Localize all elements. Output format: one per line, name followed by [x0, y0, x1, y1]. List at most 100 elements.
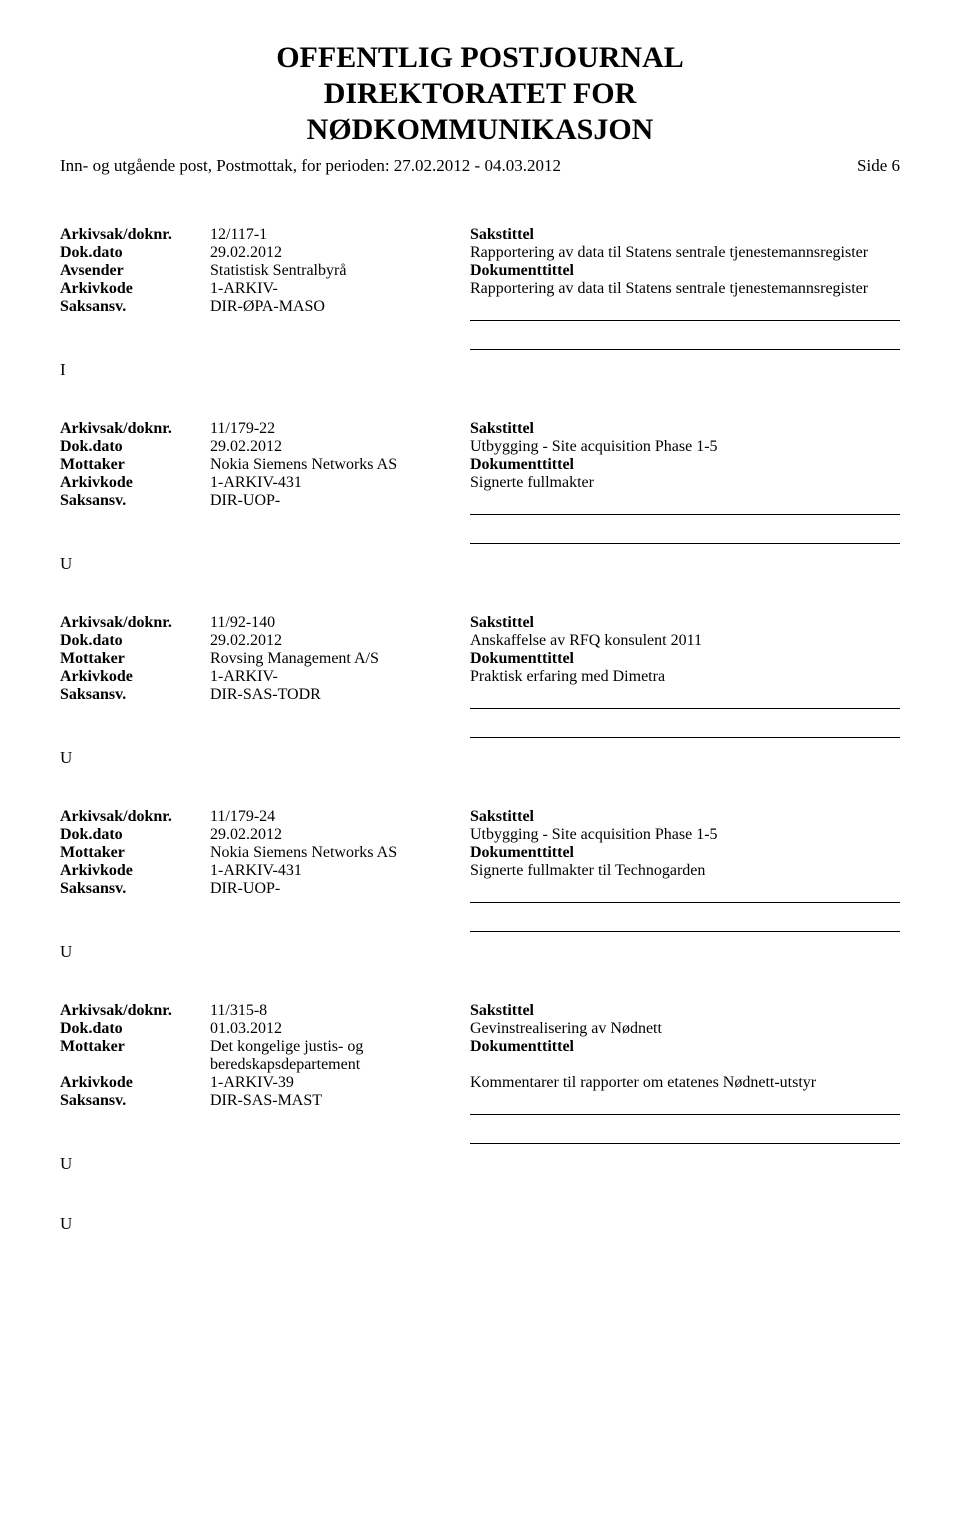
label-arkivsak: Arkivsak/doknr. [60, 226, 210, 244]
label-arkivkode: Arkivkode [60, 474, 210, 492]
value-arkivsak: 11/179-22 [210, 420, 470, 438]
row-dokdato: Dok.dato 29.02.2012 Rapportering av data… [60, 244, 900, 262]
value-arkivkode: 1-ARKIV- [210, 668, 470, 686]
row-arkivkode: Arkivkode 1-ARKIV- Rapportering av data … [60, 280, 900, 298]
value-party: Nokia Siemens Networks AS [210, 456, 470, 474]
label-arkivsak: Arkivsak/doknr. [60, 808, 210, 826]
value-arkivsak: 11/179-24 [210, 808, 470, 826]
label-dokdato: Dok.dato [60, 632, 210, 650]
entry-type-marker: U [60, 942, 900, 962]
label-dokumenttittel: Dokumenttittel [470, 456, 900, 474]
journal-entry: Arkivsak/doknr. 11/92-140 Sakstittel Dok… [60, 614, 900, 768]
row-party: Avsender Statistisk Sentralbyrå Dokument… [60, 262, 900, 280]
label-arkivkode: Arkivkode [60, 862, 210, 880]
page-header: OFFENTLIG POSTJOURNAL DIREKTORATET FOR N… [60, 40, 900, 148]
value-arkivkode: 1-ARKIV- [210, 280, 470, 298]
value-dokdato: 29.02.2012 [210, 244, 470, 262]
subheader: Inn- og utgående post, Postmottak, for p… [60, 156, 900, 176]
journal-entry: Arkivsak/doknr. 11/179-22 Sakstittel Dok… [60, 420, 900, 574]
value-sakstittel: Anskaffelse av RFQ konsulent 2011 [470, 632, 900, 650]
title-line1: OFFENTLIG POSTJOURNAL [276, 41, 684, 74]
divider [470, 349, 900, 350]
row-arkivsak: Arkivsak/doknr. 11/92-140 Sakstittel [60, 614, 900, 632]
label-dokdato: Dok.dato [60, 1020, 210, 1038]
label-sakstittel: Sakstittel [470, 1002, 900, 1020]
value-dokumenttittel: Signerte fullmakter til Technogarden [470, 862, 900, 880]
row-party: Mottaker Det kongelige justis- og bereds… [60, 1038, 900, 1074]
row-dokdato: Dok.dato 29.02.2012 Utbygging - Site acq… [60, 438, 900, 456]
label-saksansv: Saksansv. [60, 1092, 210, 1110]
journal-entry: Arkivsak/doknr. 12/117-1 Sakstittel Dok.… [60, 226, 900, 380]
label-dokdato: Dok.dato [60, 244, 210, 262]
label-dokumenttittel: Dokumenttittel [470, 1038, 900, 1056]
divider [470, 708, 900, 709]
label-dokdato: Dok.dato [60, 438, 210, 456]
title-line3: NØDKOMMUNIKASJON [307, 113, 654, 146]
label-party: Avsender [60, 262, 210, 280]
value-party: Det kongelige justis- og beredskapsdepar… [210, 1038, 470, 1074]
label-saksansv: Saksansv. [60, 298, 210, 316]
value-sakstittel: Utbygging - Site acquisition Phase 1-5 [470, 826, 900, 844]
divider [470, 902, 900, 903]
label-saksansv: Saksansv. [60, 880, 210, 898]
value-dokumenttittel: Rapportering av data til Statens sentral… [470, 280, 900, 298]
row-party: Mottaker Nokia Siemens Networks AS Dokum… [60, 456, 900, 474]
label-arkivkode: Arkivkode [60, 280, 210, 298]
divider [470, 737, 900, 738]
divider [470, 320, 900, 321]
entry-type-marker: U [60, 554, 900, 574]
label-dokumenttittel: Dokumenttittel [470, 844, 900, 862]
value-saksansv: DIR-UOP- [210, 492, 470, 510]
page-number: Side 6 [857, 156, 900, 176]
row-saksansv: Saksansv. DIR-UOP- [60, 880, 900, 898]
label-party: Mottaker [60, 844, 210, 862]
value-arkivsak: 12/117-1 [210, 226, 470, 244]
divider [470, 1143, 900, 1144]
entries-container: Arkivsak/doknr. 12/117-1 Sakstittel Dok.… [60, 226, 900, 1234]
trailing-type-marker: U [60, 1214, 900, 1234]
label-saksansv: Saksansv. [60, 686, 210, 704]
divider [470, 1114, 900, 1115]
value-sakstittel: Utbygging - Site acquisition Phase 1-5 [470, 438, 900, 456]
row-dokdato: Dok.dato 01.03.2012 Gevinstrealisering a… [60, 1020, 900, 1038]
row-arkivsak: Arkivsak/doknr. 12/117-1 Sakstittel [60, 226, 900, 244]
row-arkivkode: Arkivkode 1-ARKIV-431 Signerte fullmakte… [60, 862, 900, 880]
row-saksansv: Saksansv. DIR-UOP- [60, 492, 900, 510]
label-party: Mottaker [60, 456, 210, 474]
divider [470, 514, 900, 515]
value-dokumenttittel: Kommentarer til rapporter om etatenes Nø… [470, 1074, 900, 1092]
value-sakstittel: Rapportering av data til Statens sentral… [470, 244, 900, 262]
label-arkivsak: Arkivsak/doknr. [60, 1002, 210, 1020]
row-party: Mottaker Rovsing Management A/S Dokument… [60, 650, 900, 668]
label-sakstittel: Sakstittel [470, 808, 900, 826]
journal-entry: Arkivsak/doknr. 11/179-24 Sakstittel Dok… [60, 808, 900, 962]
value-arkivsak: 11/92-140 [210, 614, 470, 632]
value-dokumenttittel: Signerte fullmakter [470, 474, 900, 492]
row-arkivkode: Arkivkode 1-ARKIV-39 Kommentarer til rap… [60, 1074, 900, 1092]
value-saksansv: DIR-SAS-MAST [210, 1092, 470, 1110]
row-arkivkode: Arkivkode 1-ARKIV-431 Signerte fullmakte… [60, 474, 900, 492]
label-party: Mottaker [60, 650, 210, 668]
row-dokdato: Dok.dato 29.02.2012 Utbygging - Site acq… [60, 826, 900, 844]
entry-type-marker: U [60, 748, 900, 768]
label-arkivkode: Arkivkode [60, 668, 210, 686]
label-sakstittel: Sakstittel [470, 614, 900, 632]
divider [470, 543, 900, 544]
row-saksansv: Saksansv. DIR-SAS-TODR [60, 686, 900, 704]
value-arkivsak: 11/315-8 [210, 1002, 470, 1020]
journal-entry: Arkivsak/doknr. 11/315-8 Sakstittel Dok.… [60, 1002, 900, 1174]
label-dokumenttittel: Dokumenttittel [470, 262, 900, 280]
value-party: Rovsing Management A/S [210, 650, 470, 668]
label-sakstittel: Sakstittel [470, 226, 900, 244]
title-line2: DIREKTORATET FOR [324, 77, 637, 110]
value-dokdato: 29.02.2012 [210, 632, 470, 650]
value-sakstittel: Gevinstrealisering av Nødnett [470, 1020, 900, 1038]
value-saksansv: DIR-ØPA-MASO [210, 298, 470, 316]
label-arkivkode: Arkivkode [60, 1074, 210, 1092]
label-dokumenttittel: Dokumenttittel [470, 650, 900, 668]
label-party: Mottaker [60, 1038, 210, 1056]
value-dokdato: 29.02.2012 [210, 826, 470, 844]
title: OFFENTLIG POSTJOURNAL DIREKTORATET FOR N… [60, 40, 900, 148]
entry-type-marker: U [60, 1154, 900, 1174]
row-arkivkode: Arkivkode 1-ARKIV- Praktisk erfaring med… [60, 668, 900, 686]
